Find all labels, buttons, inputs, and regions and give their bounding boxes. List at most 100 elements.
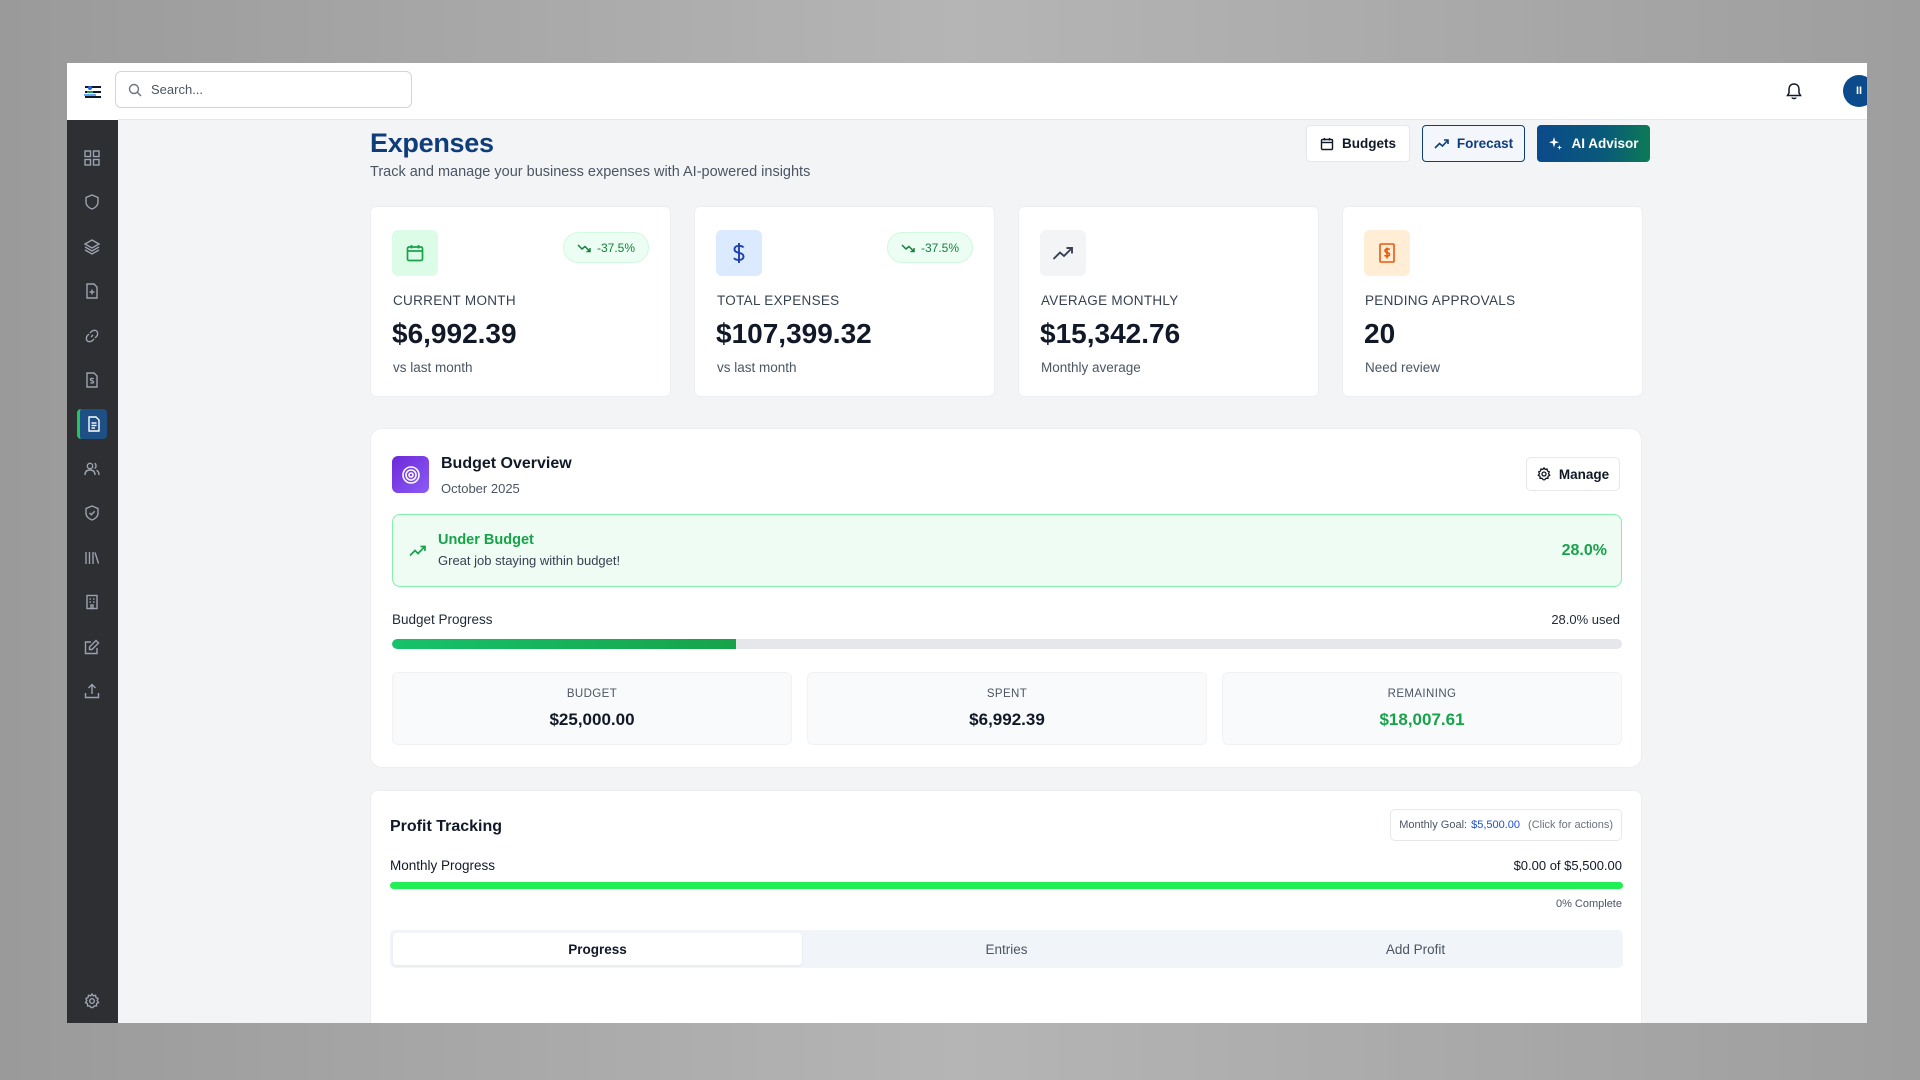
remaining-amount-value: $18,007.61: [1379, 710, 1465, 729]
user-avatar[interactable]: II: [1843, 75, 1867, 107]
users-icon: [84, 462, 100, 476]
forecast-button[interactable]: Forecast: [1422, 125, 1525, 162]
trending-up-icon: [1434, 138, 1449, 149]
sidebar-item-compliance[interactable]: [77, 498, 107, 528]
sidebar-item-companies[interactable]: [77, 587, 107, 617]
monthly-goal-prefix: Monthly Goal:: [1399, 819, 1468, 831]
manage-button-label: Manage: [1558, 466, 1610, 482]
spent-amount-box: SPENT $6,992.39: [807, 672, 1207, 745]
budget-amount-box: BUDGET $25,000.00: [392, 672, 792, 745]
gear-icon: [84, 993, 100, 1009]
budget-overview-date: October 2025: [441, 481, 520, 496]
budgets-button[interactable]: Budgets: [1306, 125, 1410, 162]
change-badge: -37.5%: [886, 232, 973, 263]
tab-entries[interactable]: Entries: [985, 941, 1028, 957]
top-bar: II: [67, 63, 1867, 120]
remaining-amount-box: REMAINING $18,007.61: [1222, 672, 1622, 745]
monthly-progress-complete: 0% Complete: [1555, 898, 1622, 910]
sidebar-item-notes[interactable]: [77, 632, 107, 662]
stat-icon-box: [1364, 230, 1410, 276]
sidebar-item-library[interactable]: [77, 543, 107, 573]
app-logo[interactable]: [79, 80, 101, 102]
manage-button[interactable]: Manage: [1526, 457, 1620, 491]
sidebar-item-dashboard[interactable]: [77, 143, 107, 173]
page-title: Expenses: [370, 128, 494, 158]
stat-card-pending-approvals: PENDING APPROVALS 20 Need review: [1342, 206, 1643, 397]
budget-overview-card: Budget Overview October 2025 Manage Unde…: [370, 428, 1642, 768]
file-dollar-icon: [86, 372, 98, 388]
stat-subtext: Monthly average: [1041, 360, 1141, 375]
budgets-button-label: Budgets: [1342, 136, 1396, 151]
gear-icon: [1537, 467, 1551, 481]
remaining-amount-label: REMAINING: [1387, 688, 1457, 700]
stat-value: $6,992.39: [392, 318, 517, 349]
shield-icon: [85, 194, 99, 210]
sidebar-item-invoices[interactable]: [77, 365, 107, 395]
upload-icon: [84, 683, 100, 699]
sidebar-item-expenses[interactable]: [77, 409, 107, 439]
tab-progress[interactable]: Progress: [393, 933, 802, 965]
file-plus-icon: [86, 283, 98, 299]
monthly-progress-amount: $0.00 of $5,500.00: [1513, 858, 1622, 873]
budget-progress-fill: [392, 639, 737, 649]
sidebar-item-upload[interactable]: [77, 676, 107, 706]
dollar-icon: [733, 243, 745, 263]
trending-down-icon: [901, 243, 915, 252]
shield-check-icon: [85, 505, 99, 521]
stat-value: $107,399.32: [716, 318, 872, 349]
logo-icon: [84, 86, 96, 96]
budget-status-subtitle: Great job staying within budget!: [438, 553, 621, 568]
sidebar: [67, 120, 118, 1023]
search-bar[interactable]: [115, 71, 412, 108]
budget-status-title: Under Budget: [438, 532, 534, 548]
spent-amount-value: $6,992.39: [969, 710, 1045, 729]
stat-subtext: vs last month: [393, 360, 473, 375]
search-icon: [128, 83, 142, 96]
ai-advisor-button[interactable]: AI Advisor: [1537, 125, 1650, 162]
sidebar-item-documents[interactable]: [77, 276, 107, 306]
target-icon: [401, 465, 420, 484]
change-badge-value: -37.5%: [920, 240, 959, 255]
bell-icon: [1786, 82, 1802, 99]
forecast-button-label: Forecast: [1456, 136, 1514, 151]
receipt-icon: [1379, 243, 1395, 263]
app-window: II: [67, 63, 1867, 1023]
calendar-icon: [406, 245, 424, 262]
trending-up-icon: [409, 545, 426, 557]
profit-tracking-card: Profit Tracking Monthly Goal: $5,500.00 …: [370, 790, 1642, 1023]
stat-label: AVERAGE MONTHLY: [1041, 293, 1179, 308]
monthly-progress-label: Monthly Progress: [390, 858, 496, 873]
sparkles-icon: [1549, 137, 1563, 150]
stat-label: PENDING APPROVALS: [1365, 293, 1516, 308]
stat-value: $15,342.76: [1040, 318, 1181, 349]
sidebar-item-users[interactable]: [77, 454, 107, 484]
layers-icon: [84, 239, 100, 255]
notifications-button[interactable]: [1783, 80, 1805, 102]
trending-down-icon: [577, 243, 591, 252]
sidebar-item-links[interactable]: [77, 321, 107, 351]
stat-icon-box: [1040, 230, 1086, 276]
edit-icon: [84, 639, 100, 655]
stat-card-current-month: -37.5% CURRENT MONTH $6,992.39 vs last m…: [370, 206, 671, 397]
budget-progress-label: Budget Progress: [392, 612, 493, 627]
sidebar-item-settings[interactable]: [77, 986, 107, 1016]
calendar-icon: [1320, 137, 1334, 150]
budget-overview-icon-box: [392, 456, 429, 493]
monthly-goal-hint: (Click for actions): [1528, 819, 1613, 831]
change-badge: -37.5%: [562, 232, 649, 263]
receipt-icon: [87, 416, 100, 432]
stat-card-average-monthly: AVERAGE MONTHLY $15,342.76 Monthly avera…: [1018, 206, 1319, 397]
sidebar-item-layers[interactable]: [77, 232, 107, 262]
sidebar-item-security[interactable]: [77, 187, 107, 217]
monthly-goal-chip[interactable]: Monthly Goal: $5,500.00 (Click for actio…: [1390, 809, 1622, 841]
search-input[interactable]: [151, 82, 391, 97]
stat-icon-box: [716, 230, 762, 276]
building-icon: [86, 594, 98, 610]
stat-subtext: Need review: [1365, 360, 1441, 375]
profit-tracking-title: Profit Tracking: [390, 818, 503, 835]
stat-icon-box: [392, 230, 438, 276]
budget-amount-value: $25,000.00: [549, 710, 635, 729]
stat-label: TOTAL EXPENSES: [717, 293, 840, 308]
tab-add-profit[interactable]: Add Profit: [1385, 941, 1446, 957]
ai-advisor-button-label: AI Advisor: [1571, 136, 1639, 151]
